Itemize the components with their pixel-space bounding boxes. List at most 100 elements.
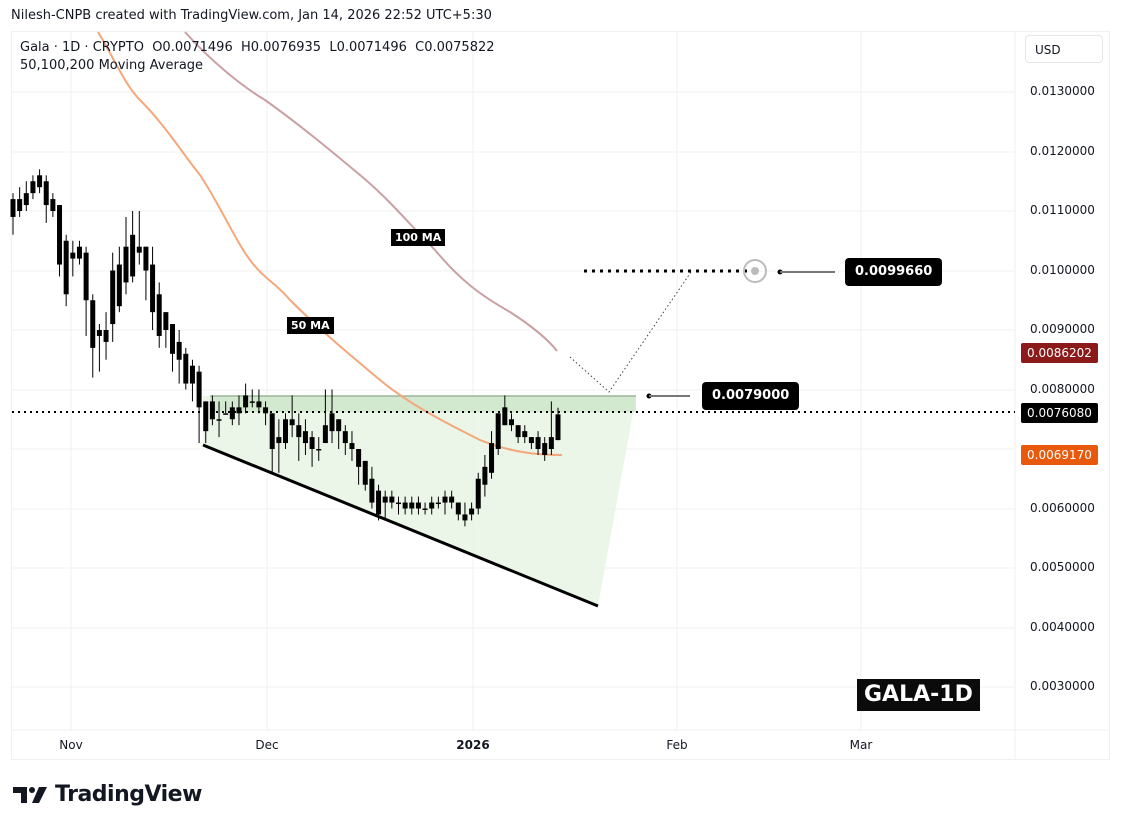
candle bbox=[535, 437, 541, 449]
candle bbox=[495, 413, 501, 449]
candle bbox=[302, 431, 308, 444]
candle bbox=[329, 413, 335, 432]
chart-symbol-label: GALA-1D bbox=[857, 679, 980, 711]
candle bbox=[402, 502, 408, 509]
candle bbox=[289, 419, 295, 426]
candle bbox=[170, 324, 176, 354]
candle bbox=[415, 502, 421, 509]
candle bbox=[395, 502, 401, 505]
y-tick: 0.0100000 bbox=[1030, 263, 1095, 277]
candle bbox=[462, 514, 468, 521]
candle bbox=[249, 401, 255, 403]
candle bbox=[176, 341, 182, 360]
support-trendline bbox=[202, 443, 599, 608]
candle bbox=[482, 466, 488, 485]
candle bbox=[183, 353, 189, 384]
candle bbox=[96, 330, 102, 336]
y-tick: 0.0110000 bbox=[1030, 203, 1095, 217]
candle bbox=[63, 240, 69, 295]
candle bbox=[316, 449, 322, 451]
candle bbox=[203, 401, 209, 432]
y-tick: 0.0050000 bbox=[1030, 560, 1095, 574]
candle bbox=[136, 246, 142, 253]
grid bbox=[12, 32, 1110, 760]
candle bbox=[236, 407, 242, 414]
candle bbox=[422, 508, 428, 510]
projection-path bbox=[569, 271, 692, 393]
symbol-ohlc: Gala · 1D · CRYPTO O0.0071496 H0.0076935… bbox=[20, 40, 495, 55]
candle bbox=[263, 407, 269, 414]
candle bbox=[30, 181, 36, 194]
candle bbox=[43, 181, 49, 206]
candle bbox=[189, 365, 195, 384]
candle bbox=[548, 437, 554, 449]
candle bbox=[362, 460, 368, 485]
candle bbox=[449, 496, 455, 503]
resistance-zone bbox=[210, 396, 636, 412]
x-tick: 2026 bbox=[456, 738, 490, 752]
candle bbox=[336, 419, 342, 432]
y-tick: 0.0090000 bbox=[1030, 322, 1095, 336]
candle bbox=[83, 252, 89, 301]
attribution-text: Nilesh-CNPB created with TradingView.com… bbox=[11, 8, 492, 23]
ma100-line bbox=[184, 31, 558, 352]
candle bbox=[130, 234, 136, 277]
candle bbox=[528, 437, 534, 444]
candle bbox=[196, 371, 202, 408]
candle bbox=[163, 312, 169, 330]
candle bbox=[309, 437, 315, 449]
target-price-callout: 0.0099660 bbox=[845, 258, 943, 286]
candle bbox=[382, 496, 388, 503]
candle bbox=[342, 431, 348, 444]
candle bbox=[23, 193, 29, 206]
candle bbox=[10, 199, 16, 217]
candle bbox=[223, 413, 229, 415]
x-tick: Feb bbox=[666, 738, 688, 752]
y-tick: 0.0040000 bbox=[1030, 620, 1095, 634]
x-tick: Mar bbox=[849, 738, 873, 752]
candle bbox=[356, 449, 362, 467]
candle bbox=[522, 431, 528, 438]
candle bbox=[17, 199, 23, 211]
candle bbox=[296, 425, 302, 438]
candlesticks bbox=[10, 169, 561, 527]
candle bbox=[349, 443, 355, 449]
candle bbox=[243, 395, 249, 408]
candle bbox=[116, 264, 122, 307]
ma100-price-tag: 0.0086202 bbox=[1021, 343, 1098, 363]
candle bbox=[269, 413, 275, 449]
candle bbox=[209, 401, 215, 420]
candle bbox=[90, 300, 96, 348]
indicator-name: 50,100,200 Moving Average bbox=[20, 58, 204, 73]
last-price-tag: 0.0076080 bbox=[1021, 403, 1098, 423]
candle bbox=[156, 294, 162, 336]
candle bbox=[502, 407, 508, 426]
candle bbox=[475, 478, 481, 509]
chart-legend: Gala · 1D · CRYPTO O0.0071496 H0.0076935… bbox=[20, 39, 495, 75]
candle bbox=[442, 496, 448, 503]
tradingview-logo-text: TradingView bbox=[55, 782, 202, 807]
candle bbox=[123, 246, 129, 283]
x-tick: Nov bbox=[59, 738, 83, 752]
candle bbox=[376, 490, 382, 515]
y-tick: 0.0120000 bbox=[1030, 144, 1095, 158]
candle bbox=[435, 502, 441, 505]
y-tick: 0.0130000 bbox=[1030, 84, 1095, 98]
candle bbox=[455, 502, 461, 515]
candle bbox=[322, 425, 328, 444]
ma100-label: 100 MA bbox=[391, 229, 446, 246]
candle bbox=[429, 502, 435, 509]
ma50-line bbox=[97, 31, 563, 456]
candle bbox=[389, 496, 395, 503]
tradingview-logo[interactable]: TradingView bbox=[13, 782, 202, 807]
y-tick: 0.0030000 bbox=[1030, 679, 1095, 693]
candle bbox=[150, 264, 156, 313]
candle bbox=[110, 270, 116, 325]
currency-selector[interactable]: USD bbox=[1025, 35, 1103, 63]
chart-frame bbox=[11, 31, 1110, 760]
candle bbox=[515, 425, 521, 438]
candle bbox=[276, 437, 282, 444]
x-tick: Dec bbox=[255, 738, 279, 752]
candle bbox=[216, 419, 222, 421]
